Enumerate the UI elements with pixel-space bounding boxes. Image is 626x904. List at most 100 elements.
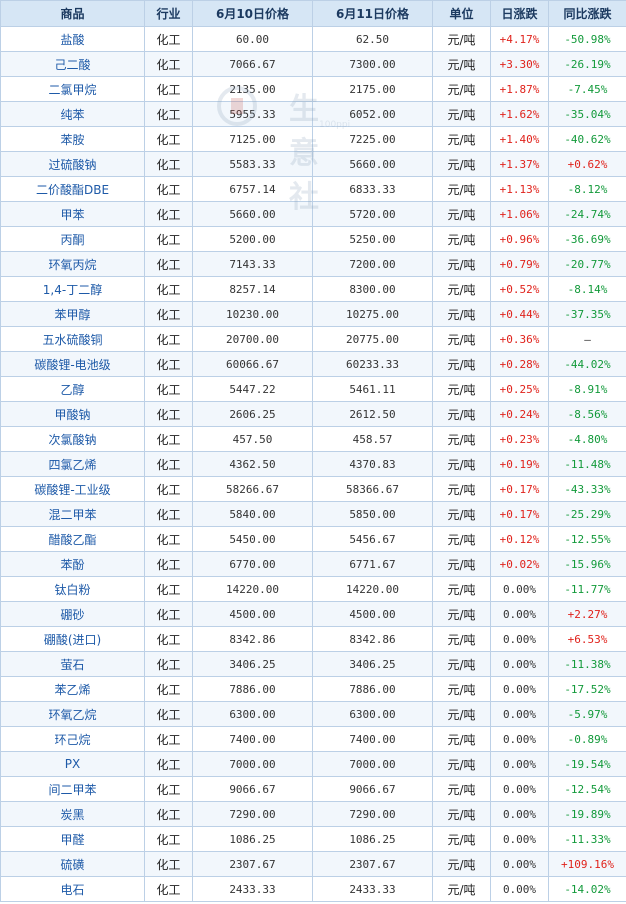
price-jun10-cell: 20700.00: [192, 326, 313, 352]
product-name-link[interactable]: 甲苯: [0, 201, 145, 227]
header-unit[interactable]: 单位: [432, 0, 491, 27]
unit-cell: 元/吨: [432, 626, 491, 652]
unit-cell: 元/吨: [432, 126, 491, 152]
daily-change-cell: +0.23%: [490, 426, 549, 452]
industry-cell: 化工: [144, 251, 193, 277]
product-name-link[interactable]: 醋酸乙酯: [0, 526, 145, 552]
yoy-change-cell: -26.19%: [548, 51, 626, 77]
price-jun10-cell: 10230.00: [192, 301, 313, 327]
daily-change-cell: 0.00%: [490, 801, 549, 827]
price-jun11-cell: 6771.67: [312, 551, 433, 577]
price-jun11-cell: 458.57: [312, 426, 433, 452]
table-row: 硼酸(进口) 化工 8342.86 8342.86 元/吨 0.00% +6.53%: [0, 626, 626, 652]
industry-cell: 化工: [144, 551, 193, 577]
product-name-link[interactable]: 盐酸: [0, 26, 145, 52]
product-name-link[interactable]: 苯酚: [0, 551, 145, 577]
yoy-change-cell: -50.98%: [548, 26, 626, 52]
product-name-link[interactable]: 碳酸锂-电池级: [0, 351, 145, 377]
table-row: 碳酸锂-工业级 化工 58266.67 58366.67 元/吨 +0.17% -43.33…: [0, 476, 626, 502]
product-name-link[interactable]: 电石: [0, 876, 145, 902]
table-row: 二价酸酯DBE 化工 6757.14 6833.33 元/吨 +1.13% -8.12%: [0, 176, 626, 202]
product-name-link[interactable]: 碳酸锂-工业级: [0, 476, 145, 502]
price-jun10-cell: 7143.33: [192, 251, 313, 277]
product-name-link[interactable]: 甲醛: [0, 826, 145, 852]
price-jun10-cell: 58266.67: [192, 476, 313, 502]
product-name-link[interactable]: 环己烷: [0, 726, 145, 752]
product-name-link[interactable]: 环氧丙烷: [0, 251, 145, 277]
product-name-link[interactable]: 苯乙烯: [0, 676, 145, 702]
product-name-link[interactable]: 纯苯: [0, 101, 145, 127]
unit-cell: 元/吨: [432, 551, 491, 577]
daily-change-cell: +1.13%: [490, 176, 549, 202]
product-name-link[interactable]: 苯甲醇: [0, 301, 145, 327]
yoy-change-cell: -0.89%: [548, 726, 626, 752]
product-name-link[interactable]: 二氯甲烷: [0, 76, 145, 102]
unit-cell: 元/吨: [432, 276, 491, 302]
daily-change-cell: 0.00%: [490, 776, 549, 802]
product-name-link[interactable]: 乙醇: [0, 376, 145, 402]
price-jun10-cell: 8342.86: [192, 626, 313, 652]
price-jun11-cell: 2175.00: [312, 76, 433, 102]
table-row: 环己烷 化工 7400.00 7400.00 元/吨 0.00% -0.89%: [0, 726, 626, 752]
table-row: 次氯酸钠 化工 457.50 458.57 元/吨 +0.23% -4.80%: [0, 426, 626, 452]
product-name-link[interactable]: PX: [0, 751, 145, 777]
header-daily-change[interactable]: 日涨跌: [490, 0, 549, 27]
product-name-link[interactable]: 苯胺: [0, 126, 145, 152]
yoy-change-cell: -19.89%: [548, 801, 626, 827]
daily-change-cell: +0.44%: [490, 301, 549, 327]
header-yoy-change[interactable]: 同比涨跌: [548, 0, 626, 27]
daily-change-cell: +0.25%: [490, 376, 549, 402]
price-jun11-cell: 4370.83: [312, 451, 433, 477]
product-name-link[interactable]: 萤石: [0, 651, 145, 677]
product-name-link[interactable]: 间二甲苯: [0, 776, 145, 802]
daily-change-cell: 0.00%: [490, 851, 549, 877]
table-row: 醋酸乙酯 化工 5450.00 5456.67 元/吨 +0.12% -12.55%: [0, 526, 626, 552]
header-industry[interactable]: 行业: [144, 0, 193, 27]
price-jun10-cell: 4500.00: [192, 601, 313, 627]
price-jun10-cell: 8257.14: [192, 276, 313, 302]
price-jun11-cell: 3406.25: [312, 651, 433, 677]
industry-cell: 化工: [144, 676, 193, 702]
table-row: 甲醛 化工 1086.25 1086.25 元/吨 0.00% -11.33%: [0, 826, 626, 852]
price-jun10-cell: 1086.25: [192, 826, 313, 852]
product-name-link[interactable]: 炭黑: [0, 801, 145, 827]
product-name-link[interactable]: 丙酮: [0, 226, 145, 252]
product-name-link[interactable]: 硼酸(进口): [0, 626, 145, 652]
industry-cell: 化工: [144, 701, 193, 727]
unit-cell: 元/吨: [432, 226, 491, 252]
product-name-link[interactable]: 己二酸: [0, 51, 145, 77]
table-row: 苯酚 化工 6770.00 6771.67 元/吨 +0.02% -15.96%: [0, 551, 626, 577]
industry-cell: 化工: [144, 226, 193, 252]
header-product[interactable]: 商品: [0, 0, 145, 27]
unit-cell: 元/吨: [432, 726, 491, 752]
table-row: 苯胺 化工 7125.00 7225.00 元/吨 +1.40% -40.62%: [0, 126, 626, 152]
yoy-change-cell: -8.14%: [548, 276, 626, 302]
product-name-link[interactable]: 次氯酸钠: [0, 426, 145, 452]
table-row: 乙醇 化工 5447.22 5461.11 元/吨 +0.25% -8.91%: [0, 376, 626, 402]
header-price-jun11[interactable]: 6月11日价格: [312, 0, 433, 27]
header-price-jun10[interactable]: 6月10日价格: [192, 0, 313, 27]
price-jun10-cell: 5200.00: [192, 226, 313, 252]
product-name-link[interactable]: 甲酸钠: [0, 401, 145, 427]
product-name-link[interactable]: 硼砂: [0, 601, 145, 627]
unit-cell: 元/吨: [432, 201, 491, 227]
product-name-link[interactable]: 混二甲苯: [0, 501, 145, 527]
yoy-change-cell: -11.48%: [548, 451, 626, 477]
unit-cell: 元/吨: [432, 776, 491, 802]
product-name-link[interactable]: 1,4-丁二醇: [0, 276, 145, 302]
yoy-change-cell: -17.52%: [548, 676, 626, 702]
industry-cell: 化工: [144, 301, 193, 327]
price-jun11-cell: 7400.00: [312, 726, 433, 752]
daily-change-cell: 0.00%: [490, 826, 549, 852]
product-name-link[interactable]: 钛白粉: [0, 576, 145, 602]
price-jun10-cell: 60.00: [192, 26, 313, 52]
yoy-change-cell: -37.35%: [548, 301, 626, 327]
price-jun10-cell: 5840.00: [192, 501, 313, 527]
product-name-link[interactable]: 环氧乙烷: [0, 701, 145, 727]
industry-cell: 化工: [144, 351, 193, 377]
product-name-link[interactable]: 过硫酸钠: [0, 151, 145, 177]
product-name-link[interactable]: 五水硫酸铜: [0, 326, 145, 352]
product-name-link[interactable]: 四氯乙烯: [0, 451, 145, 477]
product-name-link[interactable]: 二价酸酯DBE: [0, 176, 145, 202]
product-name-link[interactable]: 硫磺: [0, 851, 145, 877]
